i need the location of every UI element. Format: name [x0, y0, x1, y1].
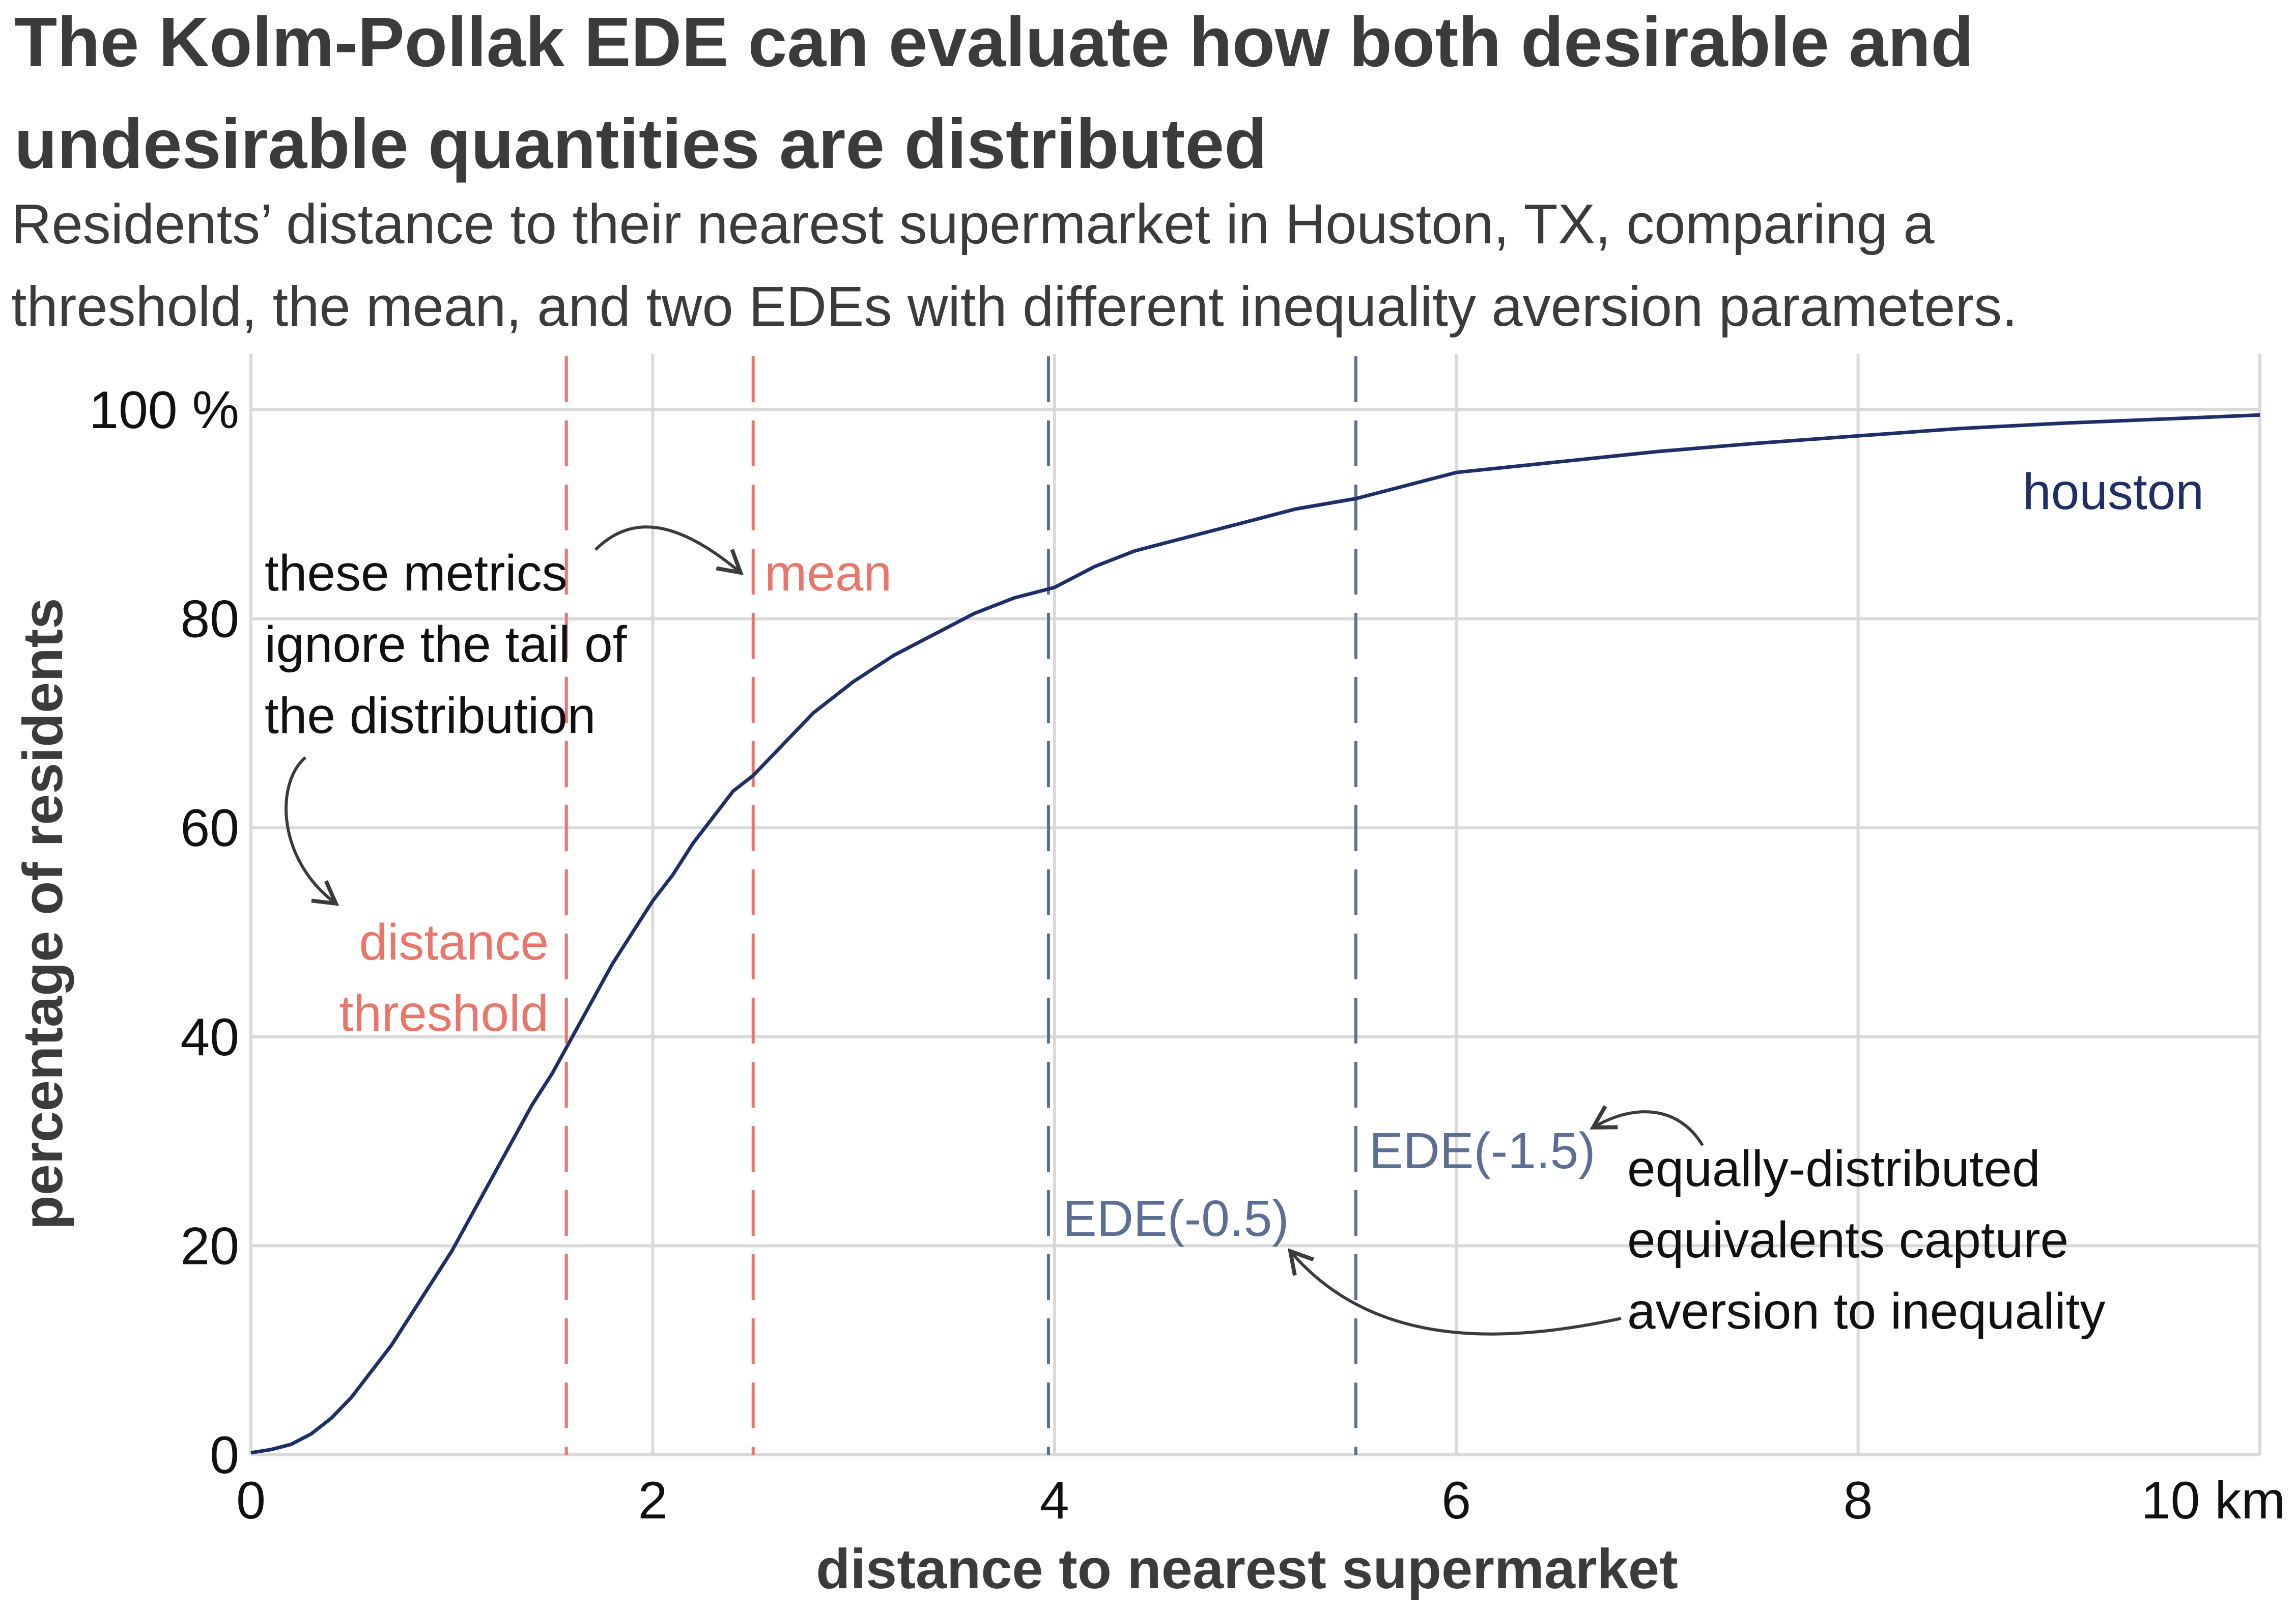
ref-label-distance-threshold-line-1: distance — [359, 914, 549, 971]
chart-title-line-2: undesirable quantities are distributed — [14, 105, 1267, 183]
y-axis-title: percentage of residents — [12, 598, 74, 1230]
y-tick-labels: 0 20 40 60 80 100 % — [89, 381, 239, 1485]
y-tick-label-20: 20 — [180, 1217, 239, 1276]
tail-note-line-2: ignore the tail of — [265, 616, 627, 673]
x-tick-label-0: 0 — [236, 1471, 266, 1530]
y-tick-label-40: 40 — [180, 1008, 239, 1067]
x-gridlines — [249, 354, 2261, 1455]
x-tick-label-2: 2 — [638, 1471, 667, 1530]
y-tick-label-60: 60 — [180, 799, 239, 858]
y-gridlines — [251, 408, 2260, 1456]
ref-label-ede-0-5: EDE(-0.5) — [1063, 1190, 1289, 1247]
ref-label-distance-threshold-line-2: threshold — [339, 985, 549, 1042]
chart-title-line-1: The Kolm-Pollak EDE can evaluate how bot… — [14, 3, 1974, 81]
x-tick-label-8: 8 — [1844, 1471, 1873, 1530]
x-tick-label-10: 10 km — [2141, 1471, 2285, 1530]
series-lines — [250, 413, 2260, 1455]
ede-note-line-1: equally-distributed — [1627, 1140, 2040, 1197]
ref-label-ede-1-5: EDE(-1.5) — [1369, 1122, 1596, 1179]
reference-lines — [564, 356, 1357, 1455]
x-tick-labels: 0 2 4 6 8 10 km — [236, 1471, 2285, 1530]
ede-note-line-3: aversion to inequality — [1627, 1283, 2105, 1340]
y-tick-label-100: 100 % — [89, 381, 239, 440]
arrow-to-mean — [594, 525, 744, 576]
arrow-to-ede-0-5 — [1287, 1248, 1622, 1336]
x-axis-title: distance to nearest supermarket — [816, 1538, 1678, 1600]
arrow-to-ede-1-5 — [1590, 1105, 1704, 1146]
ede-note-line-2: equivalents capture — [1627, 1211, 2068, 1268]
tail-note-line-3: the distribution — [265, 687, 596, 744]
chart-subtitle-line-2: threshold, the mean, and two EDEs with d… — [11, 275, 2018, 338]
x-tick-label-4: 4 — [1040, 1471, 1069, 1530]
series-label-houston: houston — [2023, 463, 2204, 520]
arrow-to-distance-threshold — [285, 756, 339, 906]
tail-note-line-1: these metrics — [265, 545, 568, 602]
ref-label-mean: mean — [764, 545, 892, 602]
x-tick-label-6: 6 — [1441, 1471, 1471, 1530]
chart-subtitle-line-1: Residents’ distance to their nearest sup… — [11, 193, 1935, 256]
y-tick-label-80: 80 — [180, 590, 239, 649]
y-tick-label-0: 0 — [210, 1426, 239, 1485]
series-line-houston — [250, 413, 2260, 1455]
